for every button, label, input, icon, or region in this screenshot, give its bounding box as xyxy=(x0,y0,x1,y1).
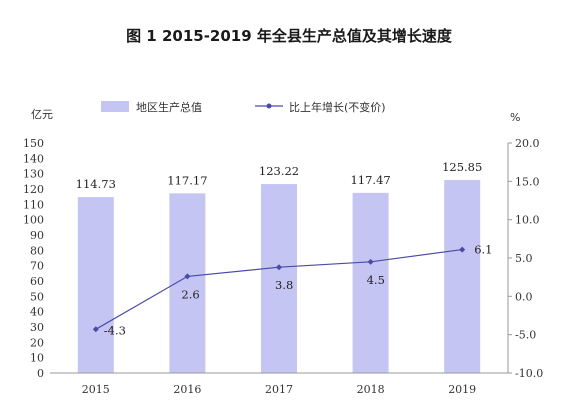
growth-value-label: 6.1 xyxy=(474,243,492,257)
growth-point-2019 xyxy=(459,246,466,253)
growth-point-2017 xyxy=(276,264,282,271)
growth-point-2016 xyxy=(184,273,191,280)
bar-value-label: 114.73 xyxy=(76,177,116,191)
growth-value-label: 4.5 xyxy=(367,273,385,287)
x-tick-label: 2019 xyxy=(448,383,476,396)
left-tick-label: 60 xyxy=(30,275,44,288)
bar-labels: 114.73 117.17 123.22 117.47 125.85 xyxy=(76,160,483,191)
left-tick-label: 130 xyxy=(23,168,44,181)
legend-line-label: 比上年增长(不变价) xyxy=(289,100,386,114)
right-tick-label: 5.0 xyxy=(515,252,533,265)
x-tick-label: 2017 xyxy=(265,383,293,396)
right-tick-label: -5.0 xyxy=(515,329,536,342)
legend-bar-label: 地区生产总值 xyxy=(136,100,202,114)
right-axis: -10.0 -5.0 0.0 5.0 10.0 15.0 20.0 xyxy=(507,137,543,380)
bar-2019 xyxy=(444,180,481,373)
left-tick-label: 0 xyxy=(37,367,44,380)
bar-value-label: 123.22 xyxy=(259,164,299,178)
left-tick-label: 40 xyxy=(30,306,44,319)
right-axis-unit: % xyxy=(510,111,520,124)
growth-value-label: 3.8 xyxy=(275,278,293,292)
left-tick-label: 70 xyxy=(30,260,44,273)
growth-value-label: -4.3 xyxy=(104,323,126,337)
left-tick-label: 90 xyxy=(30,229,44,242)
left-tick-label: 30 xyxy=(30,321,44,334)
x-tick-label: 2015 xyxy=(82,383,110,396)
bar-value-label: 125.85 xyxy=(442,160,482,174)
left-tick-label: 100 xyxy=(23,214,44,227)
right-tick-label: 20.0 xyxy=(515,137,540,150)
left-tick-label: 110 xyxy=(23,198,44,211)
legend: 地区生产总值 比上年增长(不变价) xyxy=(101,100,386,114)
legend-bar-swatch xyxy=(101,101,129,112)
left-axis-unit: 亿元 xyxy=(31,108,53,121)
right-tick-label: 0.0 xyxy=(515,290,533,303)
bar-2017 xyxy=(261,184,297,373)
x-tick-label: 2018 xyxy=(357,383,385,396)
left-tick-label: 10 xyxy=(30,352,44,365)
right-tick-label: 10.0 xyxy=(515,214,540,227)
left-tick-label: 150 xyxy=(23,137,44,150)
left-tick-label: 140 xyxy=(23,152,44,165)
left-tick-label: 120 xyxy=(23,183,44,196)
growth-point-2018 xyxy=(367,258,374,265)
left-axis: 0 10 20 30 40 50 60 70 80 90 100 110 120 130 140 150 xyxy=(23,137,44,380)
chart-title: 图 1 2015-2019 年全县生产总值及其增长速度 xyxy=(126,27,453,45)
growth-value-label: 2.6 xyxy=(181,287,199,301)
left-tick-label: 80 xyxy=(30,244,44,257)
bar-series xyxy=(77,180,481,373)
line-series xyxy=(92,246,466,333)
x-tick-label: 2016 xyxy=(173,383,201,396)
bar-2015 xyxy=(77,197,114,373)
left-tick-label: 20 xyxy=(30,336,44,349)
bar-2018 xyxy=(352,192,389,373)
bar-value-label: 117.17 xyxy=(167,173,207,187)
x-axis: 2015 2016 2017 2018 2019 xyxy=(82,383,476,396)
bar-value-label: 117.47 xyxy=(350,173,390,187)
right-tick-label: 15.0 xyxy=(515,175,540,188)
right-tick-label: -10.0 xyxy=(515,367,543,380)
growth-point-2015 xyxy=(92,326,99,333)
line-labels: -4.3 2.6 3.8 4.5 6.1 xyxy=(104,243,493,338)
legend-line-marker xyxy=(266,103,272,109)
left-tick-label: 50 xyxy=(30,290,44,303)
